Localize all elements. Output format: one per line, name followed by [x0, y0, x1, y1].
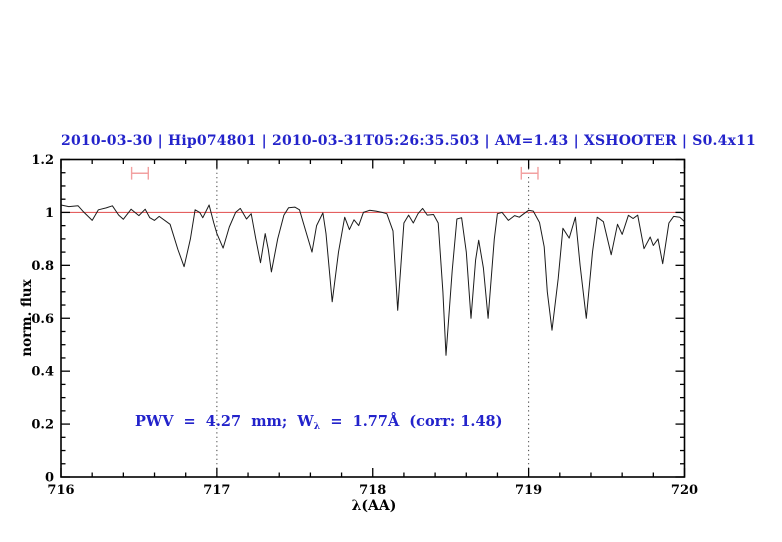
y-tick-label-0: 0: [45, 471, 54, 486]
y-tick-label-1.2: 1.2: [31, 153, 54, 168]
ew-marker-2: [520, 166, 539, 180]
x-tick-label-720: 720: [671, 483, 698, 498]
axis-ticks: [60, 158, 686, 478]
y-tick-label-0.4: 0.4: [31, 365, 54, 380]
spectrum-line: [60, 204, 685, 356]
x-tick-label-716: 716: [47, 483, 74, 498]
plot-title: 2010-03-30 | Hip074801 | 2010-03-31T05:2…: [61, 133, 756, 149]
pwv-annotation-pre: PWV = 4.27 mm; W: [135, 413, 314, 430]
ew-marker-1: [130, 166, 149, 180]
x-tick-label-718: 718: [359, 483, 386, 498]
x-axis-label: λ(AA): [351, 498, 397, 514]
pwv-annotation: PWV = 4.27 mm; Wλ = 1.77Å (corr: 1.48): [135, 413, 503, 432]
pwv-annotation-post: = 1.77Å (corr: 1.48): [320, 413, 503, 430]
y-tick-label-0.2: 0.2: [31, 418, 54, 433]
y-tick-label-0.8: 0.8: [31, 259, 54, 274]
y-tick-label-1: 1: [45, 206, 54, 221]
x-tick-label-719: 719: [515, 483, 542, 498]
pwv-annotation-sub: λ: [313, 421, 321, 432]
y-tick-label-0.6: 0.6: [31, 312, 54, 327]
x-tick-label-717: 717: [203, 483, 230, 498]
y-axis-label: norm. flux: [19, 279, 35, 357]
